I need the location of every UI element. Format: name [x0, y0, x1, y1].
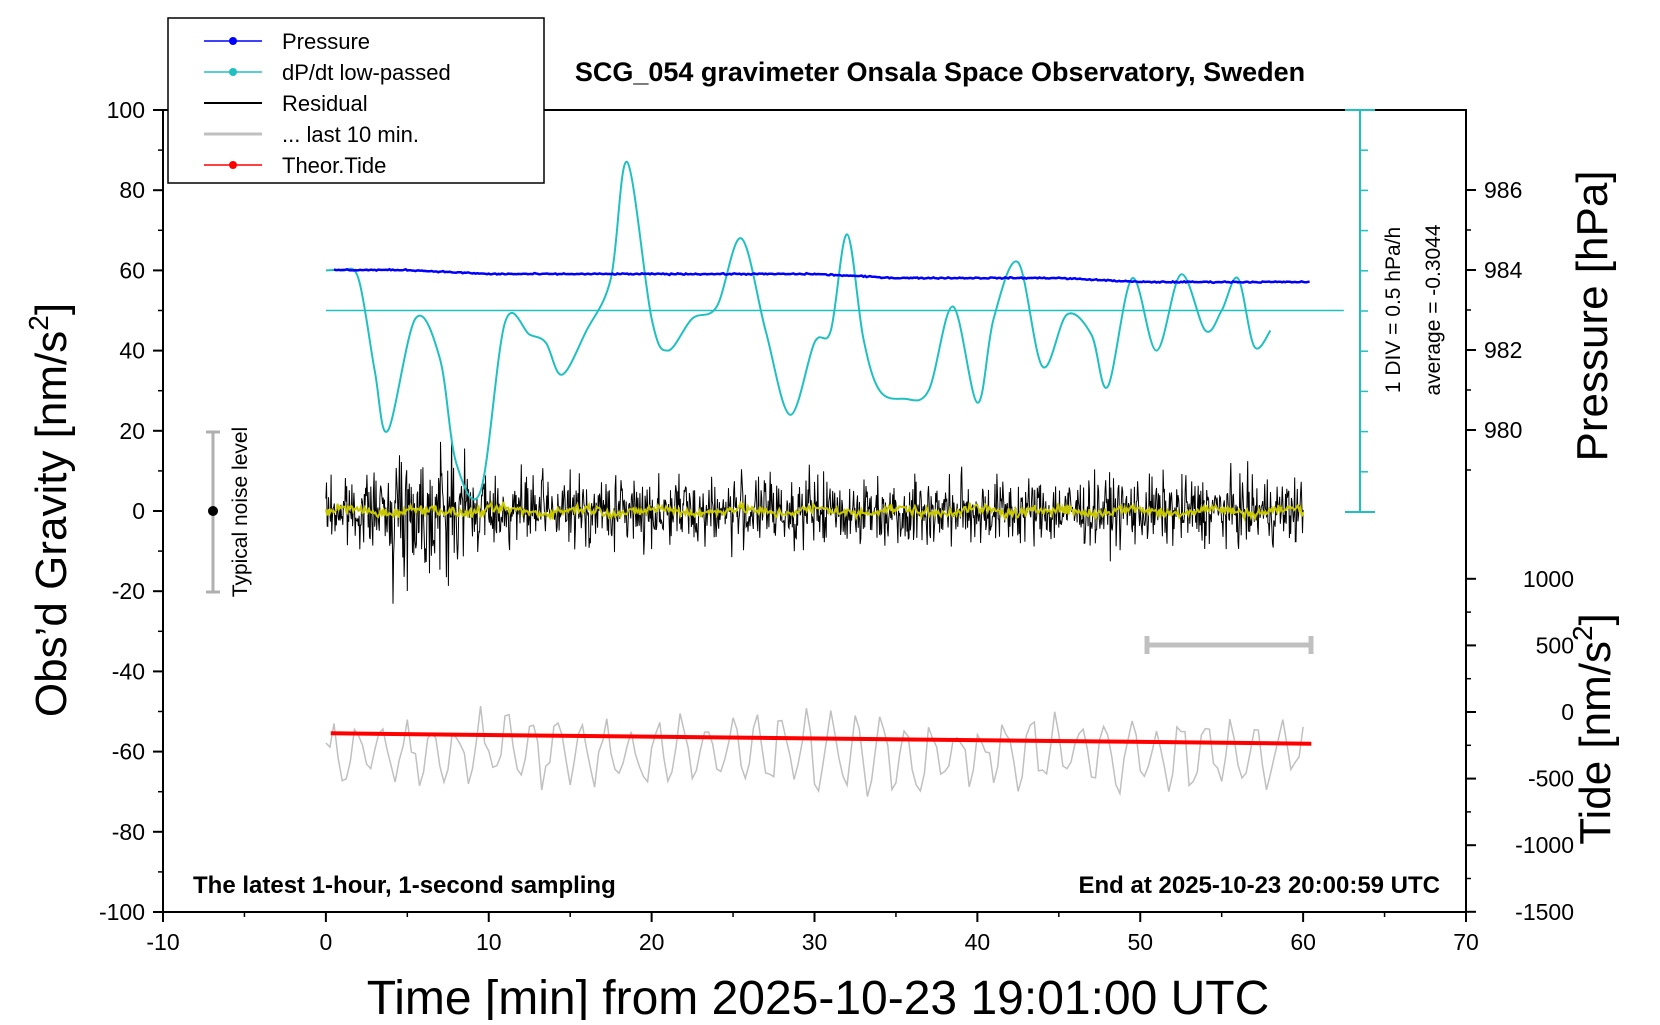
- legend-marker: [229, 68, 237, 76]
- legend-label: Pressure: [282, 29, 370, 54]
- series-pressure: [333, 267, 1310, 285]
- y-tick-label: 20: [119, 418, 145, 444]
- x-tick-label: -10: [146, 929, 179, 955]
- legend-item: ... last 10 min.: [204, 122, 419, 147]
- series-residual-smoothed: [324, 499, 1305, 523]
- series-residual: [325, 435, 1304, 604]
- tide-tick-label: -500: [1528, 766, 1574, 792]
- dpdt-average-label: average = -0.3044: [1422, 224, 1445, 395]
- x-axis-label: Time [min] from 2025-10-23 19:01:00 UTC: [367, 972, 1270, 1020]
- y-tick-label: 40: [119, 338, 145, 364]
- last-10-min-bracket: [1144, 636, 1314, 654]
- noise-level-label: Typical noise level: [229, 427, 252, 597]
- pressure-tick-label: 980: [1484, 417, 1522, 443]
- series-dpdt: [325, 161, 1272, 501]
- y-tick-label: -100: [99, 899, 145, 925]
- x-tick-label: 20: [639, 929, 665, 955]
- x-tick-label: 40: [965, 929, 991, 955]
- legend-item: Residual: [204, 91, 368, 116]
- x-tick-label: 50: [1127, 929, 1153, 955]
- y-tick-label: 100: [107, 97, 145, 123]
- tide-tick-label: 500: [1536, 632, 1574, 658]
- tide-tick-label: -1000: [1515, 832, 1574, 858]
- legend-label: dP/dt low-passed: [282, 60, 451, 85]
- x-tick-label: 30: [802, 929, 828, 955]
- legend-marker: [229, 37, 237, 45]
- pressure-tick-label: 986: [1484, 177, 1522, 203]
- legend-label: Residual: [282, 91, 368, 116]
- axis-ticks: -10 0 10 20 30 40 50 60 70100806040200-20-40-60-…: [99, 97, 1574, 955]
- y-tick-label: -60: [112, 739, 145, 765]
- legend-item: Pressure: [204, 29, 370, 54]
- y-tick-label: -80: [112, 819, 145, 845]
- pressure-axis-label: Pressure [hPa]: [1568, 170, 1617, 461]
- legend-label: ... last 10 min.: [282, 122, 419, 147]
- x-tick-label: 70: [1453, 929, 1479, 955]
- x-tick-label: 60: [1290, 929, 1316, 955]
- end-time-note: End at 2025-10-23 20:00:59 UTC: [1079, 872, 1441, 899]
- pressure-tick-label: 982: [1484, 337, 1522, 363]
- tide-tick-label: 1000: [1523, 566, 1574, 592]
- y-tick-label: 0: [132, 498, 145, 524]
- series-theor-tide: [330, 731, 1312, 746]
- legend-item: dP/dt low-passed: [204, 60, 451, 85]
- pressure-tick-label: 984: [1484, 257, 1523, 283]
- y-tick-label: -20: [112, 578, 145, 604]
- tide-tick-label: -1500: [1515, 899, 1574, 925]
- tide-tick-label: 0: [1561, 699, 1574, 725]
- y-tick-label: 60: [119, 257, 145, 283]
- chart-title: SCG_054 gravimeter Onsala Space Observat…: [575, 57, 1305, 87]
- legend-marker: [229, 161, 237, 169]
- dpdt-div-label: 1 DIV = 0.5 hPa/h: [1382, 227, 1405, 393]
- series-layer: [324, 161, 1344, 797]
- tide-axis-label: Tide [nm/s2]: [1567, 613, 1620, 845]
- legend-label: Theor.Tide: [282, 153, 386, 178]
- y-tick-label: -40: [112, 658, 145, 684]
- x-tick-label: 0: [319, 929, 332, 955]
- dpdt-scale-bar: 1 DIV = 0.5 hPa/h average = -0.3044: [1345, 109, 1445, 513]
- noise-level-indicator: Typical noise level: [206, 427, 252, 597]
- series-last-10-min: [325, 706, 1304, 797]
- y-left-axis-label: Obs’d Gravity [nm/s2]: [23, 303, 76, 717]
- legend-item: Theor.Tide: [204, 153, 386, 178]
- sampling-note: The latest 1-hour, 1-second sampling: [193, 872, 616, 899]
- x-tick-label: 10: [476, 929, 502, 955]
- y-tick-label: 80: [119, 177, 145, 203]
- legend: Pressure dP/dt low-passed Residual ... last…: [167, 17, 545, 184]
